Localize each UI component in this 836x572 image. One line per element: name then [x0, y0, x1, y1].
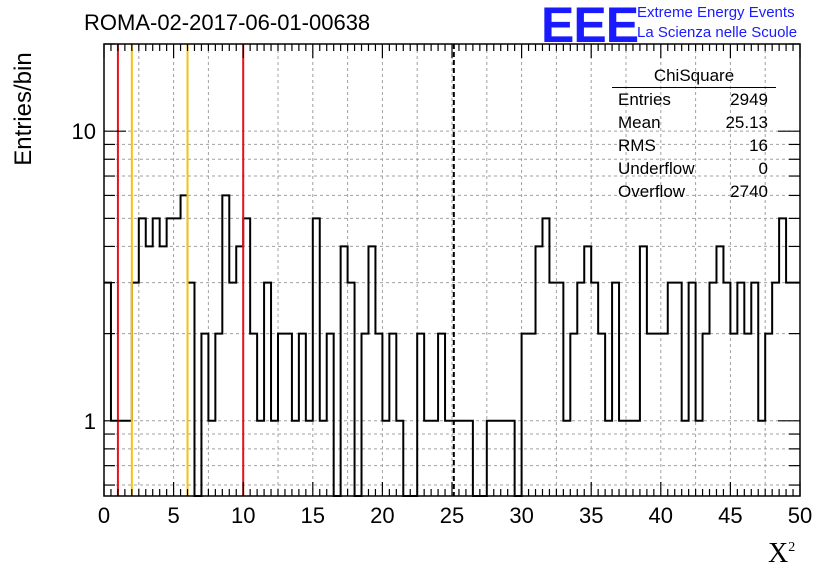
histogram-series-line [104, 194, 800, 497]
stats-key: Mean [618, 113, 661, 132]
stats-title: ChiSquare [612, 66, 776, 88]
stats-value: 2740 [730, 182, 768, 201]
x-tick-label: 50 [788, 503, 812, 528]
stats-value: 0 [758, 159, 768, 178]
chart-title: ROMA-02-2017-06-01-00638 [84, 10, 371, 35]
x-tick-label: 5 [167, 503, 179, 528]
stats-row-mean: Mean 25.13 [612, 111, 776, 134]
stats-key: Entries [618, 90, 671, 109]
logo-line-2: La Scienza nelle Scuole [637, 24, 798, 41]
y-tick-label: 10 [72, 119, 96, 144]
stats-row-underflow: Underflow 0 [612, 157, 776, 180]
stats-value: 2949 [730, 90, 768, 109]
x-tick-label: 25 [440, 503, 464, 528]
y-tick-label: 1 [84, 409, 96, 434]
stats-key: Underflow [618, 159, 695, 178]
x-tick-label: 15 [301, 503, 325, 528]
x-tick-label: 20 [370, 503, 394, 528]
x-tick-label: 10 [231, 503, 255, 528]
stats-row-overflow: Overflow 2740 [612, 180, 776, 203]
stats-value: 16 [749, 136, 768, 155]
logo-line-1: Extreme Energy Events [637, 4, 795, 21]
stats-key: Overflow [618, 182, 686, 201]
stats-value: 25.13 [725, 113, 768, 132]
y-axis-label: Entries/bin [10, 52, 37, 166]
x-axis-label-superscript: 2 [788, 540, 796, 555]
x-tick-label: 30 [509, 503, 533, 528]
x-axis-label-base: X [768, 538, 789, 569]
stats-key: RMS [618, 136, 656, 155]
stats-row-entries: Entries 2949 [612, 88, 776, 111]
stats-box: ChiSquare Entries 2949 Mean 25.13 RMS 16 Un… [612, 66, 776, 203]
x-tick-label: 45 [718, 503, 742, 528]
x-tick-label: 0 [98, 503, 110, 528]
x-tick-label: 35 [579, 503, 603, 528]
x-tick-label: 40 [649, 503, 673, 528]
x-axis-label: X2 [768, 538, 795, 570]
stats-row-rms: RMS 16 [612, 134, 776, 157]
eee-logo: EEE [541, 0, 639, 53]
